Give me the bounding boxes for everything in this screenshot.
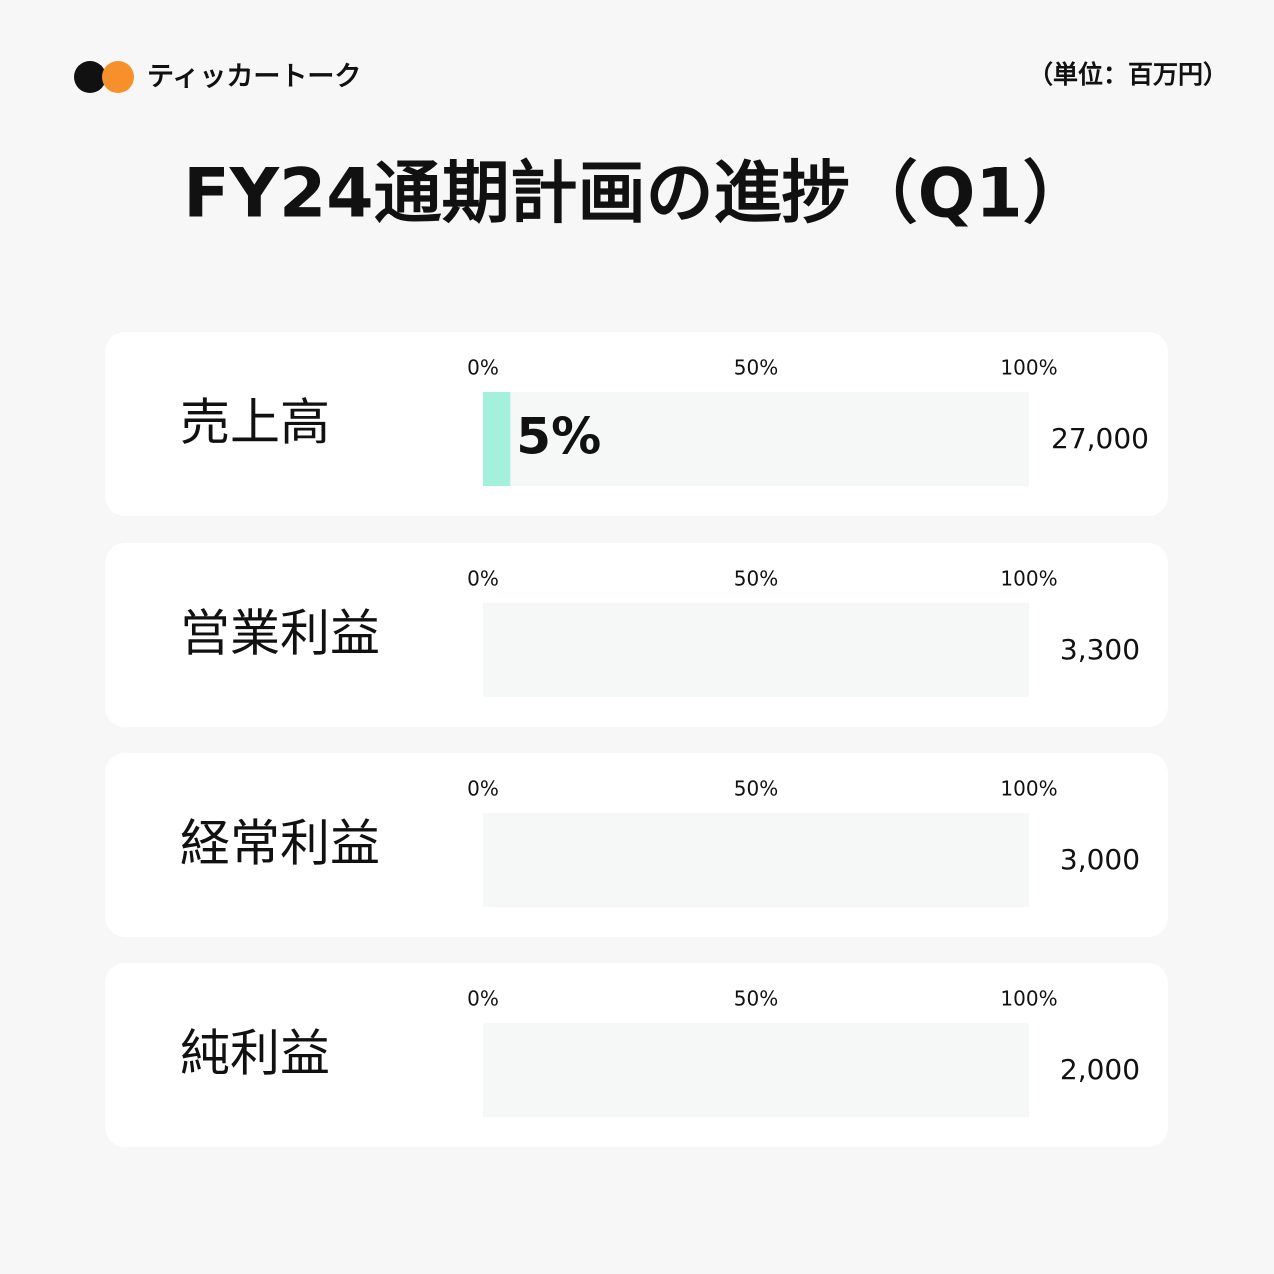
unit: （単位：百万円）: [1028, 60, 1228, 89]
plan-label: 2,000: [1060, 1053, 1140, 1086]
plan-label: 27,000: [1051, 422, 1149, 455]
x-tick-label: 0%: [467, 777, 499, 801]
track: [483, 603, 1029, 697]
category-label: 経常利益: [180, 815, 380, 873]
track: [483, 392, 1029, 486]
brand: ティッカートーク: [147, 62, 361, 93]
value-label: 5%: [516, 408, 601, 466]
x-tick-label: 50%: [734, 567, 778, 591]
chart-title: FY24通期計画の進捗（Q1）: [183, 155, 1090, 234]
x-tick-label: 50%: [734, 777, 778, 801]
category-label: 営業利益: [180, 605, 380, 663]
x-tick-label: 50%: [734, 356, 778, 380]
track: [483, 813, 1029, 907]
bar: [483, 392, 511, 486]
x-tick-label: 100%: [1000, 356, 1057, 380]
x-tick-label: 50%: [734, 987, 778, 1011]
plan-label: 3,300: [1060, 633, 1140, 666]
logo-dot: [74, 61, 106, 93]
x-tick-label: 100%: [1000, 567, 1057, 591]
x-tick-label: 100%: [1000, 777, 1057, 801]
plan-label: 3,000: [1060, 843, 1140, 876]
track: [483, 1023, 1029, 1117]
x-tick-label: 0%: [467, 356, 499, 380]
category-label: 純利益: [180, 1025, 330, 1083]
category-label: 売上高: [180, 394, 330, 452]
logo-dot: [102, 61, 134, 93]
x-tick-label: 0%: [467, 567, 499, 591]
x-tick-label: 0%: [467, 987, 499, 1011]
x-tick-label: 100%: [1000, 987, 1057, 1011]
